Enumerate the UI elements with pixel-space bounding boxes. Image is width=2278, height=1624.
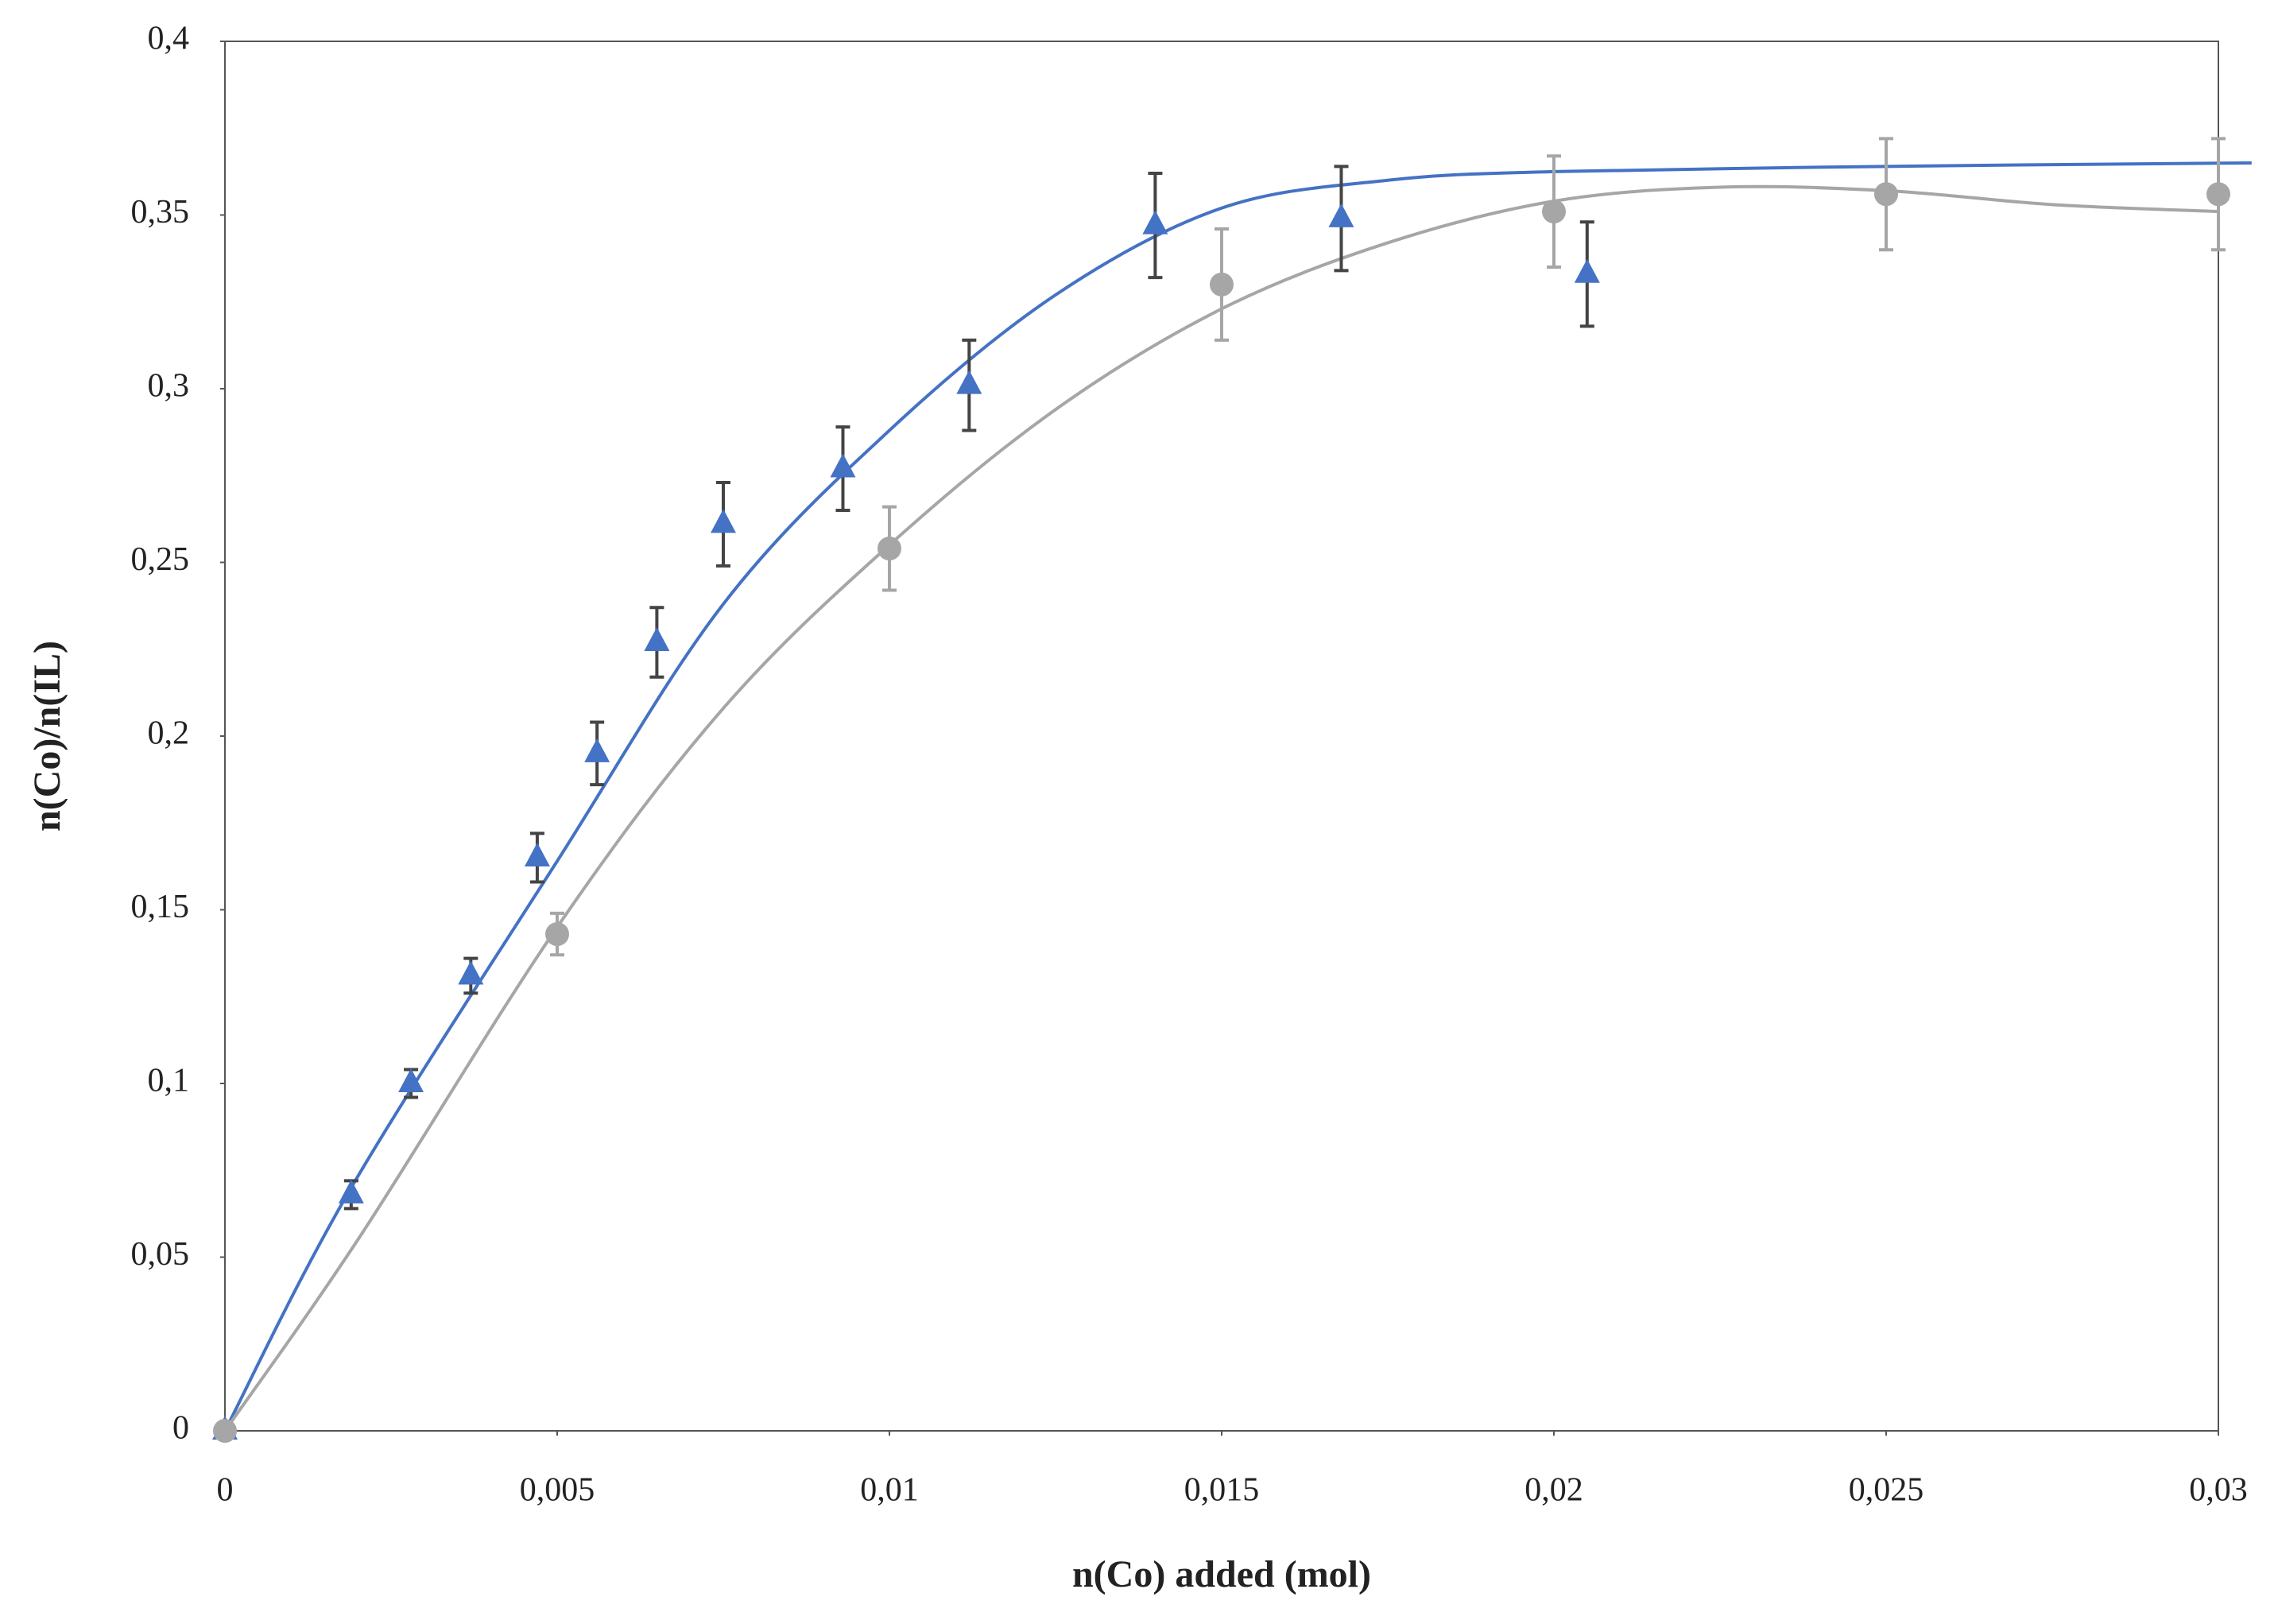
x-tick-label: 0,02 xyxy=(1524,1472,1583,1509)
marker xyxy=(1210,272,1234,297)
marker xyxy=(1142,210,1168,234)
marker xyxy=(956,370,982,394)
y-tick-label: 0,25 xyxy=(131,541,190,578)
marker xyxy=(213,1419,237,1443)
y-tick-label: 0,35 xyxy=(131,194,190,231)
y-axis-title: n(Co)/n(IL) xyxy=(26,641,68,831)
y-tick-label: 0,2 xyxy=(148,715,190,752)
x-tick-label: 0,005 xyxy=(520,1472,595,1509)
y-tick-label: 0,05 xyxy=(131,1236,190,1273)
fit-curve xyxy=(223,184,2219,1432)
marker xyxy=(1874,182,1898,207)
x-tick-label: 0 xyxy=(217,1472,234,1509)
marker xyxy=(1542,200,1566,224)
x-tick-label: 0,015 xyxy=(1184,1472,1260,1509)
marker xyxy=(2206,182,2230,207)
x-axis-title: n(Co) added (mol) xyxy=(1072,1553,1371,1595)
marker xyxy=(338,1179,364,1203)
marker xyxy=(1574,258,1600,283)
y-tick-label: 0,4 xyxy=(148,21,190,57)
x-tick-label: 0,03 xyxy=(2189,1472,2248,1509)
y-tick-label: 0,15 xyxy=(131,889,190,925)
y-tick-label: 0,3 xyxy=(148,368,190,405)
y-tick-label: 0 xyxy=(172,1410,189,1447)
marker xyxy=(545,922,569,947)
marker xyxy=(398,1068,424,1092)
marker xyxy=(1328,203,1354,227)
x-tick-label: 0,01 xyxy=(860,1472,919,1509)
marker xyxy=(458,960,484,985)
marker xyxy=(711,509,736,533)
y-tick-label: 0,1 xyxy=(148,1063,190,1099)
marker xyxy=(877,537,901,561)
fit-curve xyxy=(223,161,2252,1432)
marker xyxy=(524,842,550,866)
marker xyxy=(584,738,610,762)
marker xyxy=(830,453,856,478)
marker xyxy=(644,627,670,652)
x-tick-label: 0,025 xyxy=(1849,1472,1924,1509)
